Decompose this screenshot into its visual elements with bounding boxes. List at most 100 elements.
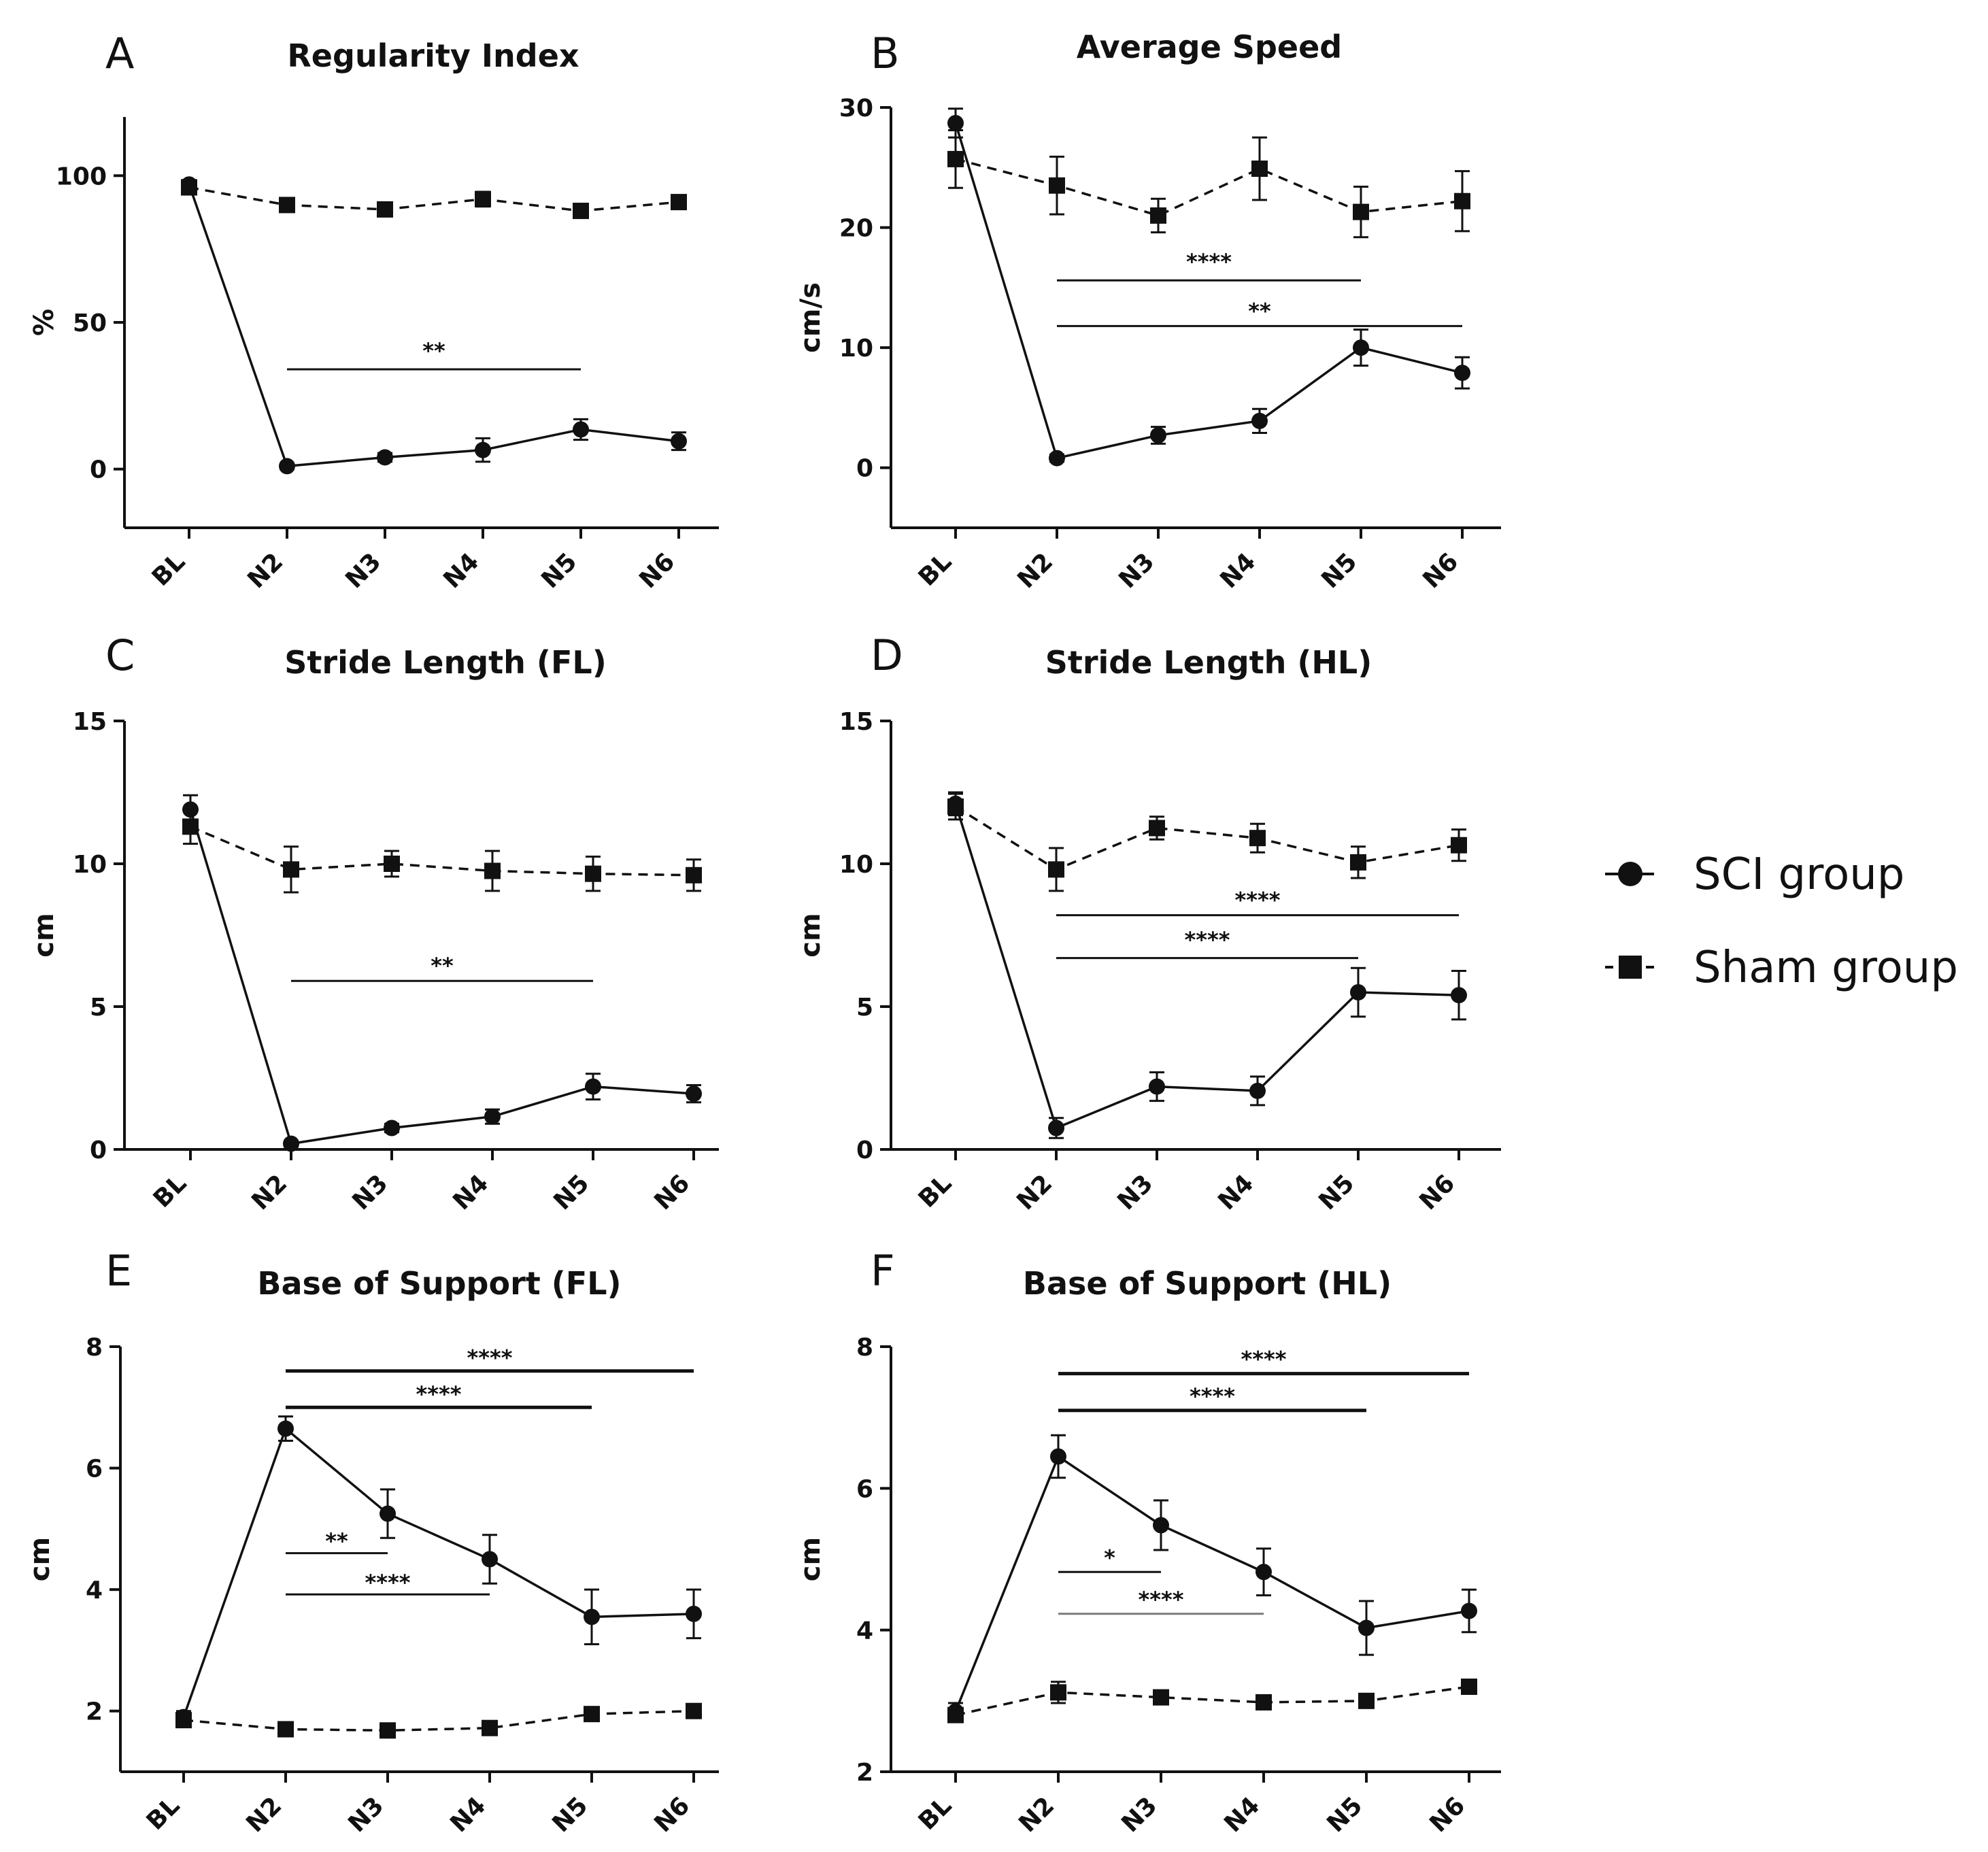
data-point-circle	[686, 1605, 702, 1622]
chart-title: Average Speed	[1077, 29, 1342, 65]
legend: SCI group Sham group	[1605, 849, 1958, 993]
chart-title: Base of Support (FL)	[257, 1265, 621, 1302]
legend-item: SCI group	[1605, 849, 1904, 900]
data-point-circle	[585, 1078, 601, 1095]
x-tick-label: N3	[340, 548, 386, 594]
sci-line	[954, 803, 1460, 1130]
data-point-circle	[384, 1119, 400, 1137]
data-point-square	[1358, 1692, 1375, 1709]
chart-title: Stride Length (FL)	[284, 644, 606, 681]
data-point-square	[947, 1706, 964, 1723]
data-point-square	[1350, 854, 1366, 871]
x-tick-label: BL	[913, 548, 958, 592]
data-point-circle	[1249, 1082, 1266, 1099]
y-tick-label: 15	[73, 708, 107, 736]
panel-a: A Regularity Index 0 50 100% BL N2 N3 N4 N5 N6 **	[29, 29, 719, 594]
data-point-square	[671, 194, 687, 211]
x-tick-label: N5	[1316, 548, 1362, 594]
x-tick-label: N6	[634, 548, 680, 594]
y-tick-label: 2	[86, 1698, 103, 1726]
y-tick-label: 5	[856, 994, 873, 1022]
data-point-square	[1249, 830, 1266, 847]
legend-label: SCI group	[1694, 849, 1904, 900]
y-tick-label: 30	[839, 95, 873, 122]
y-axis-label: cm	[795, 1537, 826, 1581]
x-tick-label: N4	[1219, 1791, 1265, 1838]
panel-letter: C	[105, 630, 135, 680]
x-tick-label: N2	[242, 548, 288, 594]
data-point-square	[384, 856, 400, 872]
legend-circle-icon	[1618, 862, 1642, 886]
data-point-circle	[1049, 450, 1065, 467]
series-sci	[947, 1434, 1477, 1721]
data-point-square	[283, 861, 299, 878]
y-tick-label: 5	[90, 994, 107, 1022]
data-point-square	[1153, 1689, 1169, 1706]
x-tick-label: N3	[1116, 1791, 1162, 1838]
sci-line	[954, 122, 1463, 460]
data-point-circle	[1350, 984, 1366, 1000]
y-axis-label: cm	[795, 913, 826, 957]
data-point-square	[584, 1706, 600, 1723]
y-tick-label: 0	[90, 1137, 107, 1164]
series-sham	[182, 808, 702, 894]
data-point-circle	[1461, 1602, 1477, 1619]
x-tick-label: N3	[347, 1169, 393, 1215]
significance-label: **	[1248, 299, 1271, 324]
significance-label: *	[1104, 1545, 1115, 1570]
sham-line	[190, 825, 694, 877]
data-point-square	[573, 203, 589, 220]
x-tick-label: N2	[1011, 1169, 1058, 1215]
significance-label: ****	[1186, 249, 1232, 275]
sham-line	[955, 158, 1463, 217]
y-axis-label: %	[29, 309, 60, 336]
y-tick-label: 6	[856, 1475, 873, 1503]
data-point-square	[484, 862, 501, 879]
x-tick-label: N6	[649, 1791, 695, 1838]
data-point-square	[585, 865, 601, 882]
series-sham	[947, 129, 1470, 239]
data-point-square	[1149, 820, 1165, 837]
chart-title: Regularity Index	[287, 37, 579, 74]
series-sci	[175, 1415, 702, 1725]
y-tick-label: 8	[86, 1334, 103, 1362]
x-tick-label: N6	[1417, 548, 1464, 594]
significance-label: ****	[1139, 1587, 1184, 1613]
data-point-square	[377, 201, 393, 218]
data-point-circle	[283, 1135, 299, 1152]
data-point-square	[1048, 861, 1064, 878]
data-point-circle	[279, 458, 295, 475]
x-tick-label: BL	[141, 1791, 186, 1836]
sham-line	[955, 1685, 1470, 1717]
y-tick-label: 8	[856, 1334, 873, 1362]
data-point-square	[475, 190, 491, 207]
series-sham	[181, 179, 687, 220]
significance-label: ****	[1241, 1347, 1287, 1373]
x-tick-label: BL	[913, 1791, 958, 1836]
data-point-circle	[1251, 412, 1268, 429]
data-point-circle	[1454, 365, 1470, 382]
data-point-circle	[671, 433, 687, 450]
series-sham	[175, 1702, 702, 1739]
sham-line	[188, 186, 679, 212]
data-point-square	[182, 818, 199, 835]
x-tick-label: N4	[438, 548, 484, 594]
data-point-square	[1050, 1684, 1066, 1701]
sci-line	[189, 809, 694, 1145]
y-tick-label: 0	[856, 455, 873, 483]
significance-label: ****	[467, 1345, 513, 1370]
data-point-circle	[380, 1505, 396, 1522]
y-tick-label: 15	[839, 708, 873, 736]
data-point-circle	[1150, 427, 1166, 444]
data-point-square	[1454, 192, 1470, 209]
panel-c: C Stride Length (FL) 0 5 10 15 cm BL N2 N3 N4 N5 N6 *…	[29, 630, 719, 1215]
panel-letter: F	[871, 1246, 895, 1296]
x-tick-label: N4	[1213, 1169, 1259, 1215]
data-point-circle	[475, 441, 491, 458]
data-point-square	[1049, 177, 1065, 194]
significance-label: ****	[416, 1381, 462, 1407]
x-tick-label: N6	[649, 1169, 695, 1215]
sci-line	[188, 184, 679, 468]
